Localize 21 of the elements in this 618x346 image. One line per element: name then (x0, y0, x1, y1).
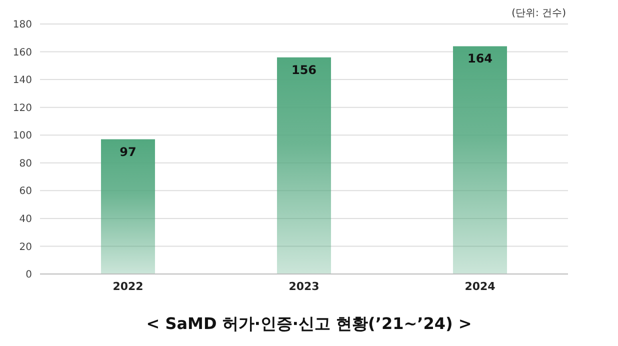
y-tick-label: 40 (19, 214, 32, 225)
y-tick-label: 100 (12, 130, 32, 142)
bar (277, 57, 331, 274)
y-tick-label: 160 (12, 47, 32, 58)
y-tick-label: 20 (19, 242, 32, 253)
text: < SaMD 허가·인증·신고 현황(’21~’24) > (145, 314, 473, 335)
data-label: 97 (120, 144, 136, 159)
data-label: 164 (467, 52, 493, 66)
x-tick-label: 2022 (112, 280, 144, 293)
y-tick-label: 140 (12, 75, 32, 86)
bar (101, 139, 155, 274)
y-tick-label: 80 (19, 158, 32, 170)
data-label: 156 (291, 62, 317, 77)
y-tick-label: 0 (26, 270, 32, 281)
x-tick-label: 2024 (464, 280, 496, 293)
x-tick-label: 2023 (288, 280, 320, 293)
y-tick-label: 180 (12, 20, 32, 31)
text: (단위: 건수) (512, 7, 566, 20)
bar (453, 46, 507, 274)
y-tick-label: 60 (19, 186, 32, 198)
y-tick-label: 120 (12, 102, 32, 114)
